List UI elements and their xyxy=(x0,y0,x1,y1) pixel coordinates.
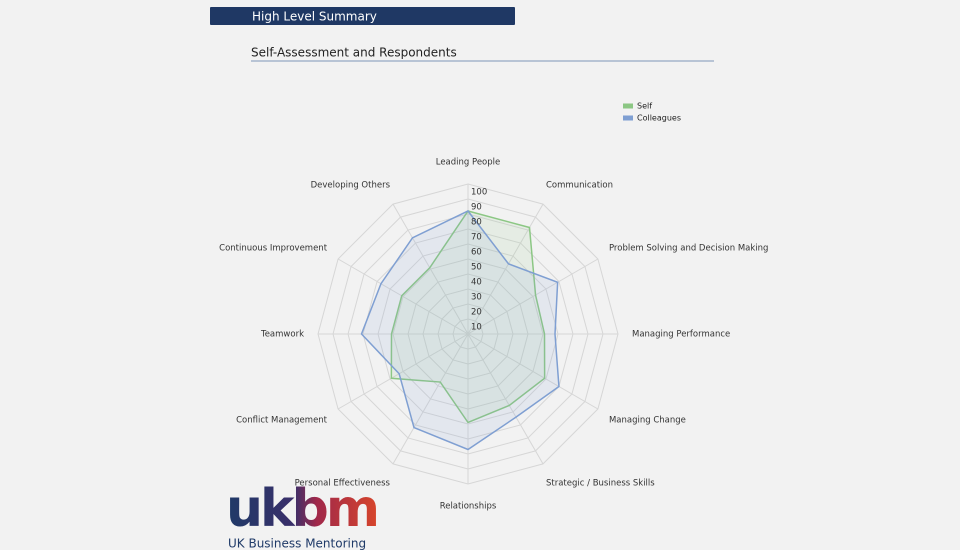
category-label: Teamwork xyxy=(260,330,304,340)
header-title: High Level Summary xyxy=(252,10,377,24)
category-label: Personal Effectiveness xyxy=(295,478,391,488)
y-tick-label: 80 xyxy=(471,218,482,228)
category-label: Developing Others xyxy=(311,181,391,191)
section-title: Self-Assessment and Respondents xyxy=(251,46,457,60)
radar-chart: 10 20 30 40 50 60 70 80 90 100 Leading People Commu… xyxy=(219,102,768,512)
category-label: Strategic / Business Skills xyxy=(546,478,655,488)
category-label: Problem Solving and Decision Making xyxy=(609,244,768,254)
legend-label: Colleagues xyxy=(637,114,681,123)
y-tick-label: 100 xyxy=(471,188,487,198)
y-tick-label: 70 xyxy=(471,233,482,243)
y-tick-label: 20 xyxy=(471,308,482,318)
spoke xyxy=(337,333,469,410)
y-tick-label: 30 xyxy=(471,293,482,303)
spoke xyxy=(392,333,469,465)
legend-label: Self xyxy=(637,102,652,111)
category-label: Continuous Improvement xyxy=(219,244,328,254)
y-tick-label: 60 xyxy=(471,248,482,258)
series-area xyxy=(360,210,560,451)
series-area xyxy=(390,210,546,424)
category-label: Managing Performance xyxy=(632,330,730,340)
y-tick-label: 10 xyxy=(471,323,482,333)
y-tick-label: 40 xyxy=(471,278,482,288)
y-tick-label: 50 xyxy=(471,263,482,273)
header-bar xyxy=(210,7,515,25)
spoke xyxy=(467,333,599,410)
y-tick-label: 90 xyxy=(471,203,482,213)
spoke xyxy=(467,203,544,335)
category-label: Conflict Management xyxy=(236,416,328,426)
category-label: Communication xyxy=(546,181,613,191)
logo-name: UK Business Mentoring xyxy=(228,537,366,550)
spoke xyxy=(392,203,469,335)
logo-mark: ukbm xyxy=(226,479,377,539)
legend-swatch xyxy=(623,103,633,109)
spoke xyxy=(337,258,469,335)
legend-swatch xyxy=(623,115,633,121)
spoke xyxy=(467,258,599,335)
spoke xyxy=(467,333,544,465)
category-label: Leading People xyxy=(436,158,501,168)
category-label: Managing Change xyxy=(609,416,686,426)
category-label: Relationships xyxy=(440,502,497,512)
